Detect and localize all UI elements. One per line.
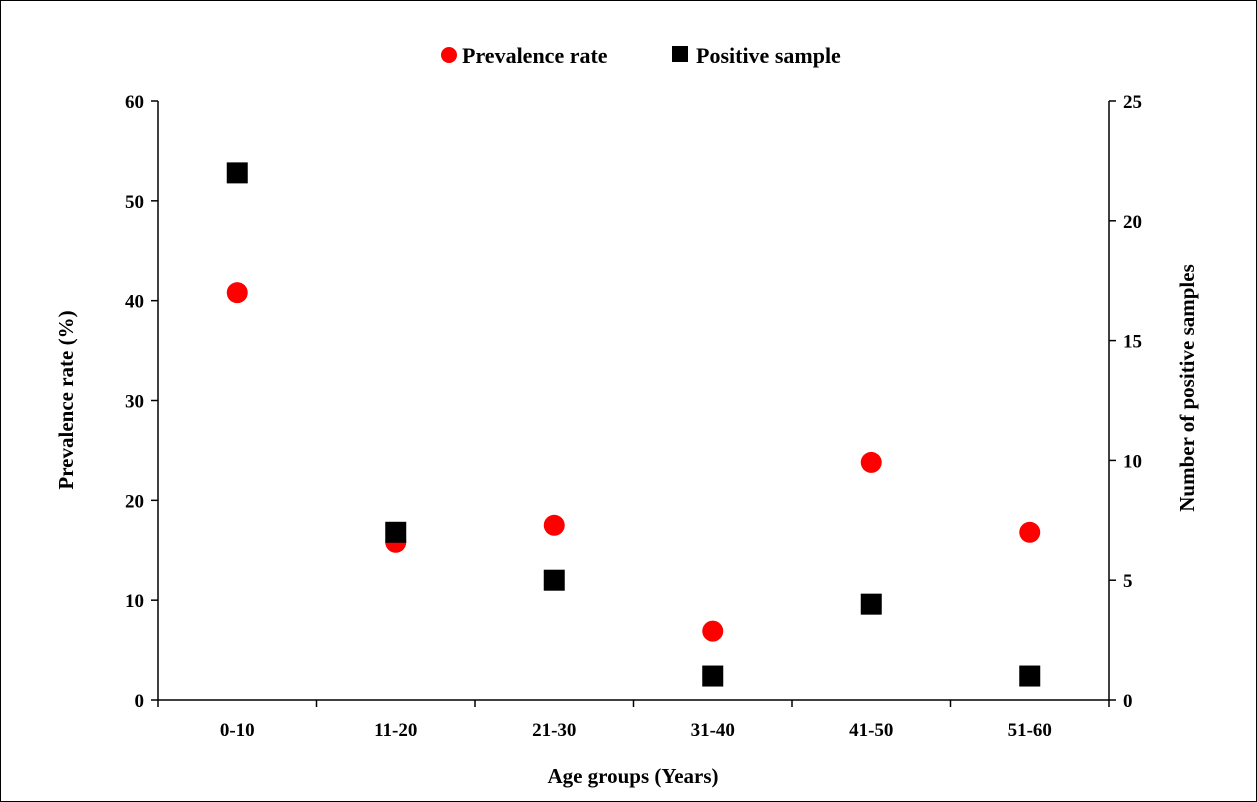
y-right-tick-label: 15 bbox=[1123, 332, 1142, 353]
y-left-tick-label: 10 bbox=[125, 591, 144, 612]
legend-label-prevalence: Prevalence rate bbox=[462, 43, 608, 68]
y-left-tick-label: 0 bbox=[135, 691, 145, 712]
y-left-tick-label: 50 bbox=[125, 192, 144, 213]
x-tick-label: 21-30 bbox=[532, 720, 576, 741]
positive-sample-point bbox=[543, 569, 565, 591]
y-right-tick-label: 0 bbox=[1123, 691, 1133, 712]
y-right-tick-label: 20 bbox=[1123, 212, 1142, 233]
series-prevalence-rate bbox=[226, 282, 1041, 642]
x-tick-label: 0-10 bbox=[220, 720, 255, 741]
positive-sample-point bbox=[226, 162, 248, 184]
prevalence-point bbox=[543, 514, 565, 536]
y-axis-right-ticks: 0 5 10 15 20 25 bbox=[1109, 92, 1142, 712]
positive-sample-point bbox=[860, 593, 882, 615]
y-left-tick-label: 40 bbox=[125, 292, 144, 313]
series-positive-sample bbox=[226, 162, 1041, 687]
x-tick-label: 11-20 bbox=[374, 720, 417, 741]
y-left-tick-label: 20 bbox=[125, 491, 144, 512]
x-tick-label: 31-40 bbox=[691, 720, 735, 741]
x-tick-label: 51-60 bbox=[1008, 720, 1052, 741]
legend-label-positive: Positive sample bbox=[696, 43, 841, 68]
legend-marker-prevalence bbox=[441, 47, 457, 63]
legend: Prevalence rate Positive sample bbox=[441, 43, 841, 68]
y-left-tick-label: 30 bbox=[125, 392, 144, 413]
x-tick-label: 41-50 bbox=[849, 720, 893, 741]
prevalence-point bbox=[1019, 521, 1041, 543]
x-axis-title: Age groups (Years) bbox=[547, 764, 718, 788]
y-right-tick-label: 10 bbox=[1123, 451, 1142, 472]
y-axis-right-title: Number of positive samples bbox=[1175, 264, 1199, 512]
y-right-tick-label: 5 bbox=[1123, 571, 1133, 592]
prevalence-point bbox=[860, 451, 882, 473]
positive-sample-point bbox=[1019, 665, 1041, 687]
prevalence-point bbox=[226, 282, 248, 304]
y-axis-left-ticks: 0 10 20 30 40 50 60 bbox=[125, 92, 158, 712]
x-axis-ticks: 0-10 11-20 21-30 31-40 41-50 51-60 bbox=[157, 700, 1110, 741]
y-right-tick-label: 25 bbox=[1123, 92, 1142, 113]
y-axis-left-title: Prevalence rate (%) bbox=[54, 310, 78, 489]
positive-sample-point bbox=[385, 521, 407, 543]
legend-marker-positive bbox=[672, 46, 688, 62]
prevalence-point bbox=[702, 620, 724, 642]
positive-sample-point bbox=[702, 665, 724, 687]
y-left-tick-label: 60 bbox=[125, 92, 144, 113]
